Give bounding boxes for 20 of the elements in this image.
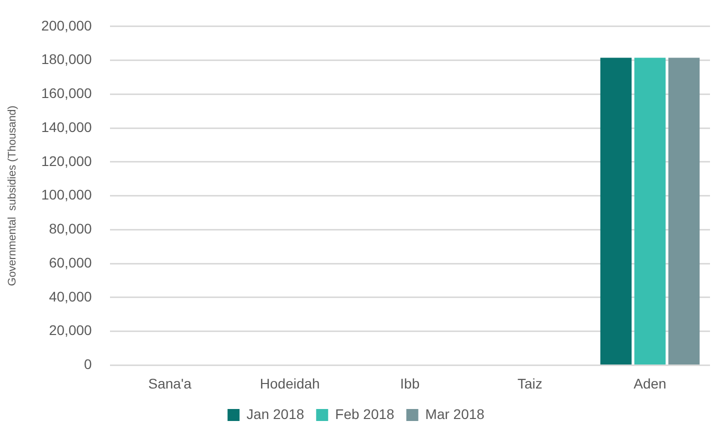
x-tick-label: Aden	[634, 375, 666, 392]
legend-label: Mar 2018	[425, 406, 485, 422]
x-tick-label: Ibb	[400, 375, 420, 392]
x-tick-label: Taiz	[517, 375, 542, 392]
y-tick-label: 0	[84, 356, 92, 372]
y-tick-label: 40,000	[48, 288, 92, 304]
y-tick-label: 160,000	[41, 85, 92, 102]
y-tick-label: 20,000	[48, 322, 92, 338]
x-tick-label: Hodeidah	[260, 375, 320, 392]
legend-label: Feb 2018	[335, 406, 395, 422]
y-tick-label: 60,000	[48, 254, 92, 270]
y-tick-label: 200,000	[41, 17, 92, 34]
legend-label: Jan 2018	[246, 406, 304, 422]
y-tick-label: 100,000	[41, 186, 92, 203]
y-axis-title: Governmental subsidies (Thousand)	[6, 106, 19, 286]
x-tick-label: Sana'a	[148, 375, 192, 392]
y-tick-label: 120,000	[41, 152, 92, 169]
y-tick-label: 140,000	[41, 118, 92, 135]
y-tick-label: 180,000	[41, 51, 92, 68]
y-tick-label: 80,000	[48, 220, 92, 237]
